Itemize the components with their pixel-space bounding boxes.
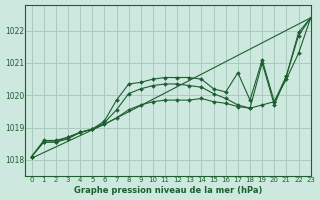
X-axis label: Graphe pression niveau de la mer (hPa): Graphe pression niveau de la mer (hPa) bbox=[74, 186, 262, 195]
